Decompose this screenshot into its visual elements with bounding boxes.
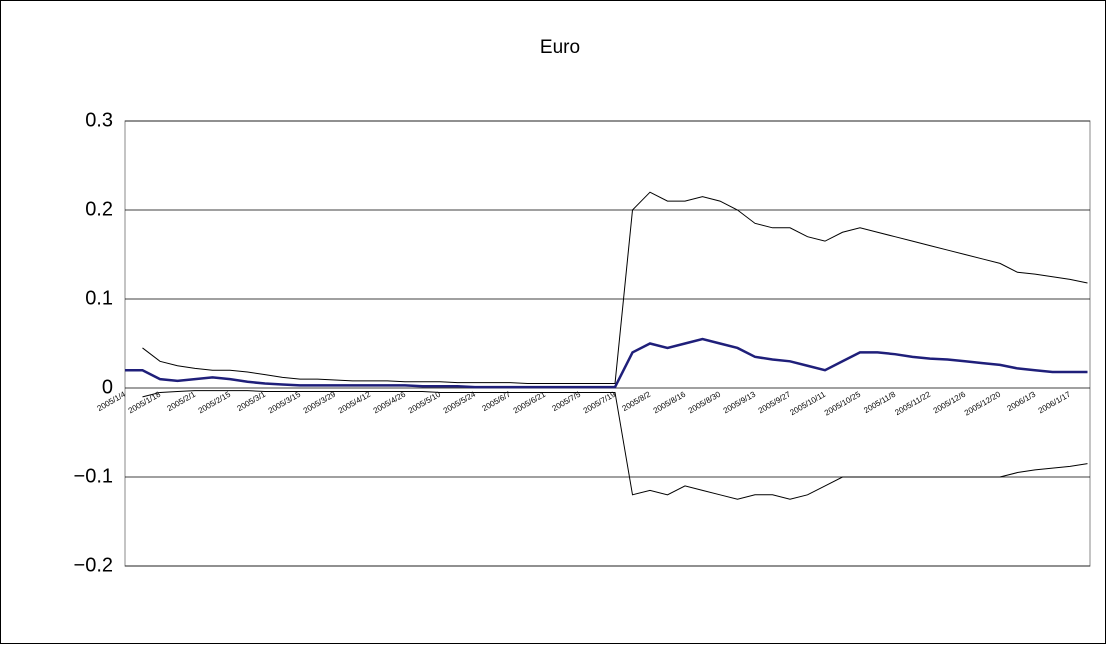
y-tick-label: 0.3 (85, 109, 113, 131)
y-tick-label: −0.1 (74, 465, 113, 487)
line-series (142, 191, 1088, 385)
chart-title: Euro (540, 37, 580, 58)
y-tick-label: 0.1 (85, 287, 113, 309)
line-series (125, 337, 1088, 389)
y-tick-label: −0.2 (74, 554, 113, 576)
line-series (142, 390, 1088, 500)
y-tick-label: 0.2 (85, 198, 113, 220)
y-tick-label: 0 (102, 376, 113, 398)
